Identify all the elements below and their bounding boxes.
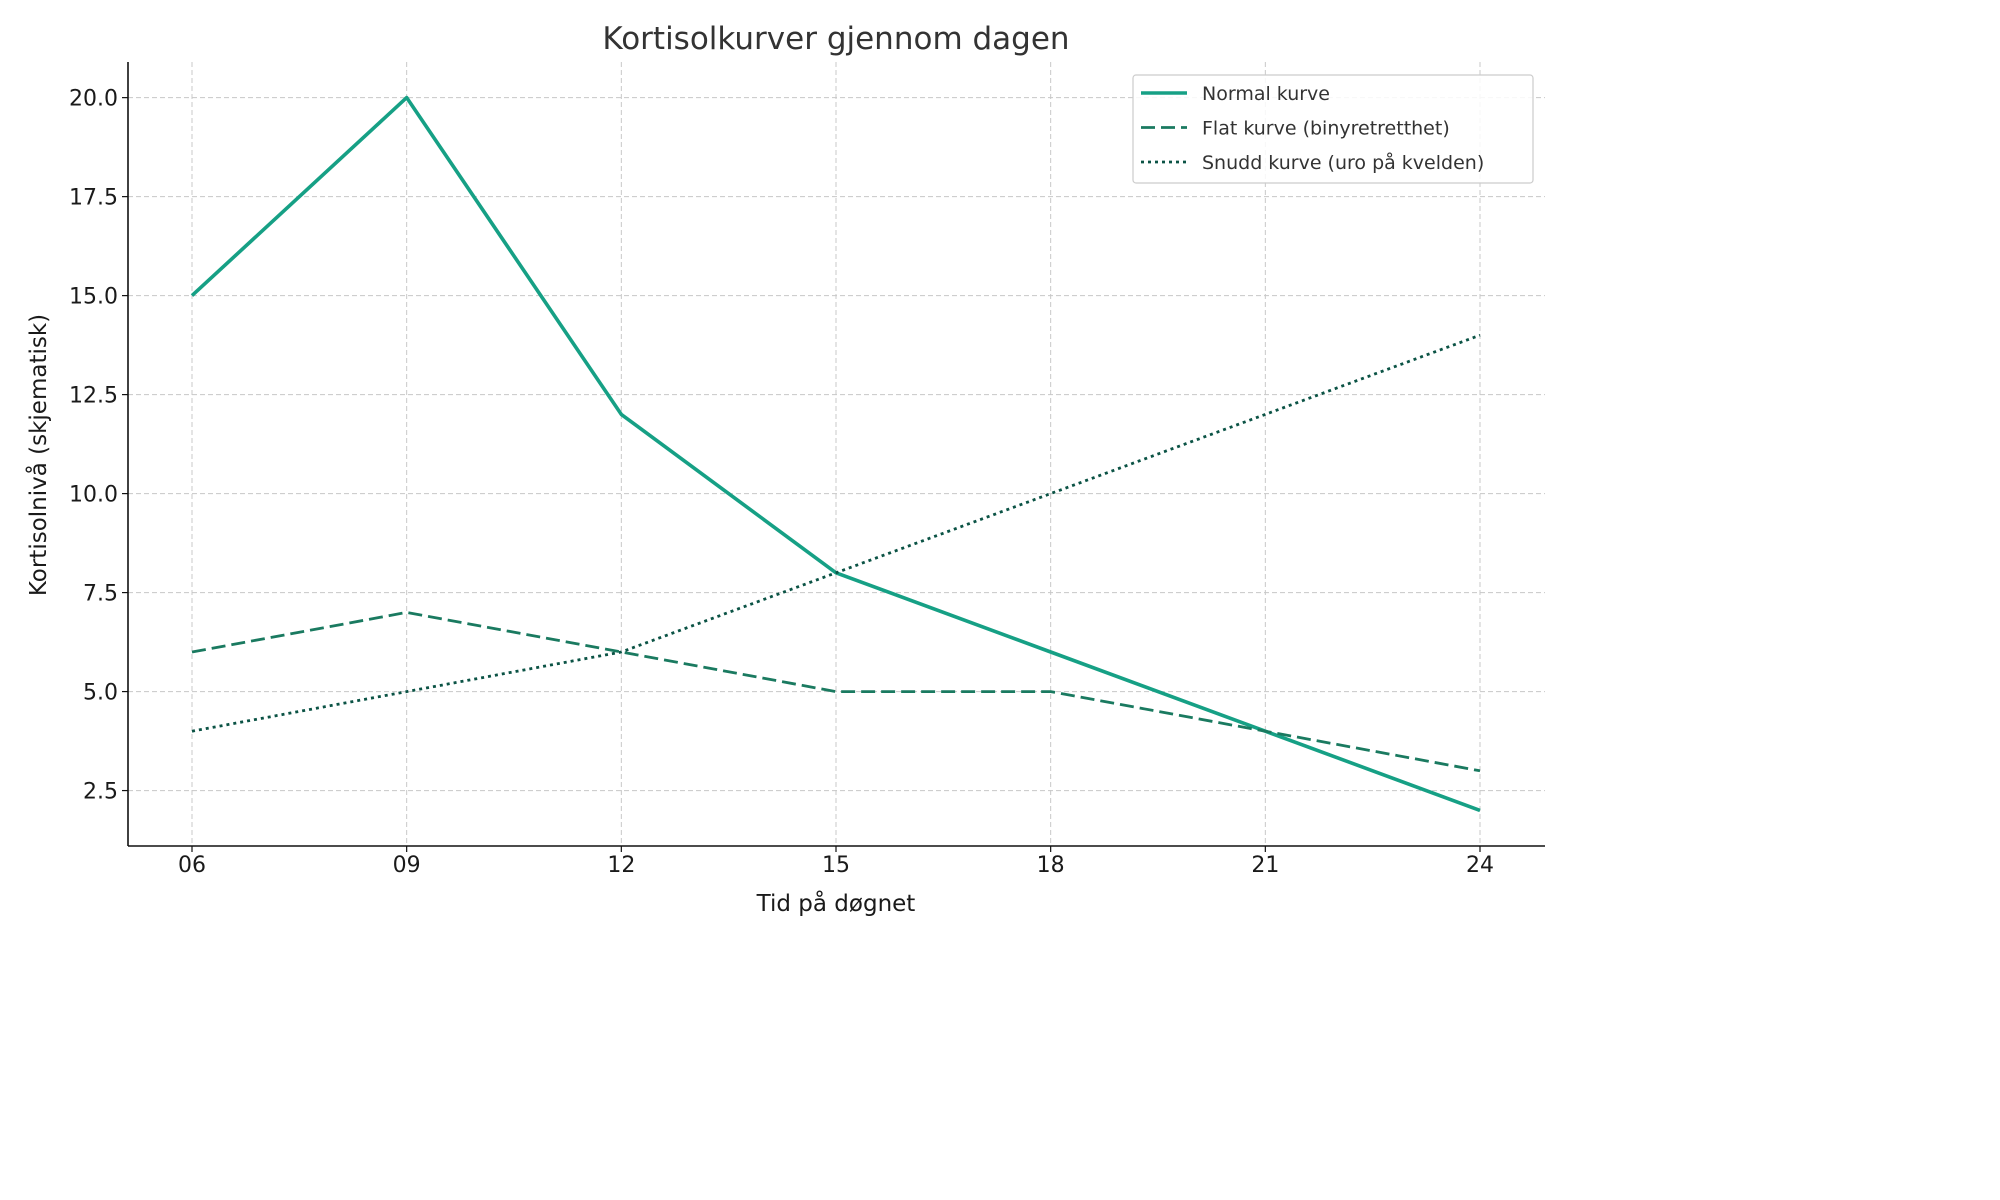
series-line-3 [191,333,1481,733]
x-tick-label: 06 [178,853,206,878]
y-tick-label: 5.0 [83,681,118,706]
y-tick-label: 15.0 [69,285,118,310]
x-tick-label: 24 [1466,853,1494,878]
y-tick-label: 10.0 [69,483,118,508]
axes: 06 09 12 15 18 21 24 2.5 5.0 7.5 10.0 12.5 15.0 17.5 2… [69,62,1545,878]
x-axis-label: Tid på døgnet [756,889,916,917]
y-axis-label: Kortisolnivå (skjematisk) [24,314,52,596]
legend-box [1132,74,1534,184]
series-line-2 [191,611,1481,773]
y-tick-label: 12.5 [69,384,118,409]
y-tick-label: 7.5 [83,582,118,607]
x-tick-label: 18 [1037,853,1065,878]
legend-label-2: Flat kurve (binyretretthet) [1202,118,1450,140]
x-tick-label: 21 [1251,853,1279,878]
y-tick-label: 2.5 [83,780,118,805]
kortisol-chart: Kortisolkurver gjennom dagen 06 09 12 15 18 2… [24,21,1545,917]
y-tick-label: 20.0 [69,87,118,112]
x-tick-label: 15 [822,853,850,878]
series-lines [190,95,1481,813]
x-tick-label: 09 [393,853,421,878]
legend-label-3: Snudd kurve (uro på kvelden) [1202,151,1484,174]
legend-label-1: Normal kurve [1202,83,1330,105]
chart-title: Kortisolkurver gjennom dagen [602,21,1069,57]
y-tick-label: 17.5 [69,186,118,211]
legend: Normal kurve Flat kurve (binyretretthet) S… [1132,74,1534,184]
x-tick-label: 12 [607,853,635,878]
